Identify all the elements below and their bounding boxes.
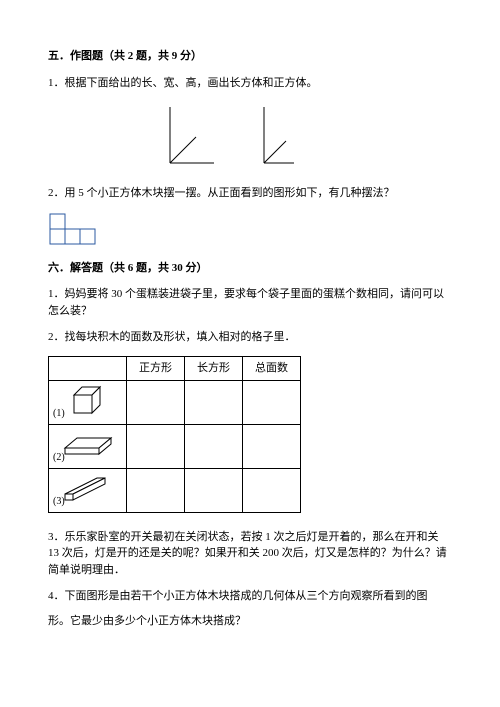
s5-q1: 1．根据下面给出的长、宽、高，画出长方体和正方体。 — [48, 75, 452, 92]
table-header-rect: 长方形 — [185, 356, 243, 380]
table-row: (1) — [49, 380, 301, 424]
flat-slab-icon — [59, 430, 117, 462]
s6-q4a: 4．下面图形是由若干个小正方体木块搭成的几何体从三个方向观察所看到的图 — [48, 588, 452, 605]
s6-shape-table: 正方形 长方形 总面数 (1) (2 — [48, 356, 301, 513]
s5-front-view-figure — [48, 212, 452, 248]
section-6-title: 六．解答题（共 6 题，共 30 分） — [48, 260, 452, 277]
cube-icon — [64, 383, 112, 421]
s5-axis-figure — [48, 101, 452, 173]
row-num-1: (1) — [53, 406, 65, 421]
s5-q2: 2．用 5 个小正方体木块摆一摆。从正面看到的图形如下，有几种摆法？ — [48, 185, 452, 202]
row-num-2: (2) — [53, 450, 65, 465]
table-row: (3) — [49, 468, 301, 512]
table-header-total: 总面数 — [243, 356, 301, 380]
row-num-3: (3) — [53, 494, 65, 509]
section-5-title: 五．作图题（共 2 题，共 9 分） — [48, 48, 452, 65]
long-bar-icon — [59, 474, 117, 506]
s6-q3: 3．乐乐家卧室的开关最初在关闭状态，若按 1 次之后灯是开着的，那么在开和关 1… — [48, 529, 452, 579]
s6-q4b: 形。它最少由多少个小正方体木块搭成？ — [48, 613, 452, 630]
s6-q1: 1．妈妈要将 30 个蛋糕装进袋子里，要求每个袋子里面的蛋糕个数相同，请问可以怎… — [48, 286, 452, 319]
table-header-empty — [49, 356, 127, 380]
s6-q2: 2．找每块积木的面数及形状，填入相对的格子里． — [48, 329, 452, 346]
table-header-square: 正方形 — [127, 356, 185, 380]
table-row: (2) — [49, 424, 301, 468]
